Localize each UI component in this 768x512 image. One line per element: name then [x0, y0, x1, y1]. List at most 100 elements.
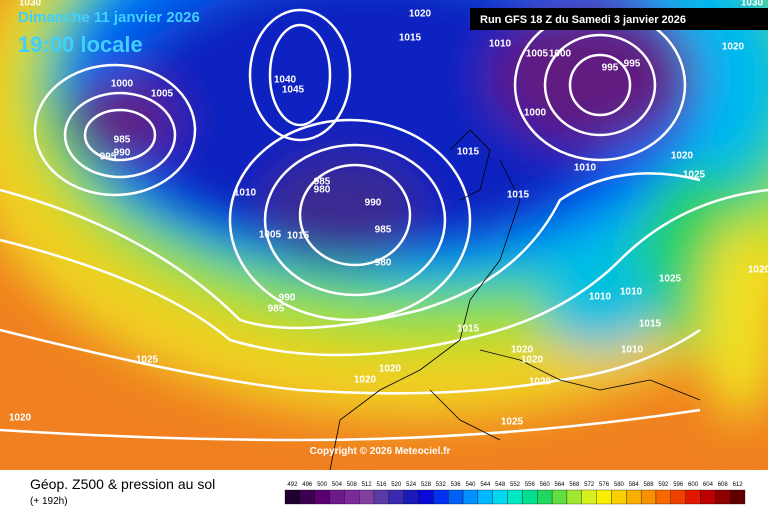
- isobar-label: 995: [624, 59, 641, 70]
- scale-tick-label: 572: [584, 482, 595, 488]
- copyright: Copyright © 2026 Meteociel.fr: [310, 446, 451, 457]
- scale-tick-label: 524: [406, 482, 417, 488]
- scale-tick-label: 588: [644, 482, 655, 488]
- isobar-label: 1025: [136, 355, 159, 366]
- scale-swatch: [715, 489, 731, 505]
- scale-swatch: [640, 489, 657, 505]
- isobar-label: 985: [314, 177, 331, 188]
- isobar-label: 1010: [620, 287, 643, 298]
- isobar-label: 995: [100, 152, 117, 163]
- isobar-label: 1005: [526, 49, 549, 60]
- isobar-label: 1000: [524, 108, 547, 119]
- isobar-label: 1025: [683, 170, 706, 181]
- isobar-label: 1025: [659, 274, 682, 285]
- isobar-label: 990: [114, 148, 131, 159]
- scale-tick-label: 556: [525, 482, 536, 488]
- scale-tick-label: 520: [391, 482, 402, 488]
- scale-swatch: [373, 489, 390, 505]
- scale-swatch: [522, 489, 538, 505]
- isobar-label: 1010: [589, 292, 612, 303]
- scale-swatch: [492, 489, 508, 505]
- scale-swatch: [477, 489, 493, 505]
- scale-tick-label: 512: [362, 482, 373, 488]
- isobar-label: 1005: [151, 89, 174, 100]
- valid-date: Dimanche 11 janvier 2026: [18, 9, 200, 26]
- scale-tick-label: 508: [347, 482, 358, 488]
- scale-tick-label: 504: [332, 482, 343, 488]
- isobar-label: 1020: [722, 42, 745, 53]
- isobar-label: 1015: [287, 231, 310, 242]
- scale-swatch: [507, 489, 523, 505]
- scale-swatch: [596, 489, 612, 505]
- scale-tick-label: 516: [376, 482, 387, 488]
- isobar-label: 980: [314, 185, 331, 196]
- run-info: Run GFS 18 Z du Samedi 3 janvier 2026: [480, 14, 686, 26]
- run-box: [470, 8, 768, 30]
- scale-swatch: [433, 489, 449, 505]
- scale-swatch: [611, 489, 627, 505]
- isobar-label: 990: [279, 293, 296, 304]
- scale-tick-label: 496: [302, 482, 313, 488]
- footer-title: Géop. Z500 & pression au sol: [30, 476, 215, 492]
- isobar-label: 1030: [19, 0, 42, 9]
- isobar-label: 1020: [748, 265, 768, 276]
- scale-swatch: [418, 489, 434, 505]
- isobar-label: 985: [114, 135, 131, 146]
- isobar-label: 1025: [501, 417, 524, 428]
- scale-swatch: [685, 489, 701, 505]
- scale-tick-label: 492: [287, 482, 298, 488]
- isobar-label: 1030: [741, 0, 764, 9]
- isobar-label: 985: [268, 304, 285, 315]
- isobar-label: 1015: [399, 33, 422, 44]
- scale-tick-label: 592: [658, 482, 669, 488]
- scale-swatch: [537, 489, 553, 505]
- scale-swatch: [329, 489, 345, 505]
- scale-swatch: [314, 489, 330, 505]
- isobar-label: 1045: [282, 85, 305, 96]
- isobar-label: 1010: [489, 39, 512, 50]
- scale-tick-label: 604: [703, 482, 714, 488]
- isobar-label: 1020: [9, 413, 32, 424]
- scale-swatch: [344, 489, 360, 505]
- scale-swatch: [581, 489, 597, 505]
- scale-swatch: [284, 489, 300, 505]
- scale-swatch: [626, 489, 642, 505]
- isobar-label: 1020: [511, 345, 534, 356]
- lead-time: (+ 192h): [30, 496, 68, 507]
- scale-tick-label: 544: [480, 482, 491, 488]
- scale-tick-label: 596: [673, 482, 684, 488]
- scale-swatch: [462, 489, 479, 505]
- isobar-label: 1005: [259, 230, 282, 241]
- scale-tick-label: 540: [465, 482, 476, 488]
- scale-tick-label: 608: [718, 482, 729, 488]
- isobar-label: 1040: [274, 75, 297, 86]
- scale-tick-label: 532: [436, 482, 447, 488]
- scale-tick-label: 580: [614, 482, 625, 488]
- scale-tick-label: 584: [629, 482, 640, 488]
- isobar-label: 1000: [549, 49, 572, 60]
- valid-time: 19:00 locale: [18, 32, 143, 57]
- isobar-label: 1015: [457, 324, 480, 335]
- scale-tick-label: 528: [421, 482, 432, 488]
- isobar-label: 1020: [354, 375, 377, 386]
- scale-tick-label: 536: [451, 482, 462, 488]
- isobar-label: 1020: [529, 377, 552, 388]
- scale-swatch: [403, 489, 419, 505]
- scale-swatch: [359, 489, 375, 505]
- isobar-label: 1020: [521, 355, 544, 366]
- scale-tick-label: 500: [317, 482, 328, 488]
- isobar-label: 1015: [639, 319, 662, 330]
- isobar-label: 1015: [507, 190, 530, 201]
- scale-swatch: [388, 489, 404, 505]
- scale-tick-label: 576: [599, 482, 610, 488]
- scale-swatch: [670, 489, 686, 505]
- isobar-label: 1000: [111, 79, 134, 90]
- scale-swatch: [448, 489, 464, 505]
- scale-swatch: [655, 489, 671, 505]
- scale-swatch: [551, 489, 568, 505]
- isobar-label: 1020: [671, 151, 694, 162]
- scale-swatch: [700, 489, 716, 505]
